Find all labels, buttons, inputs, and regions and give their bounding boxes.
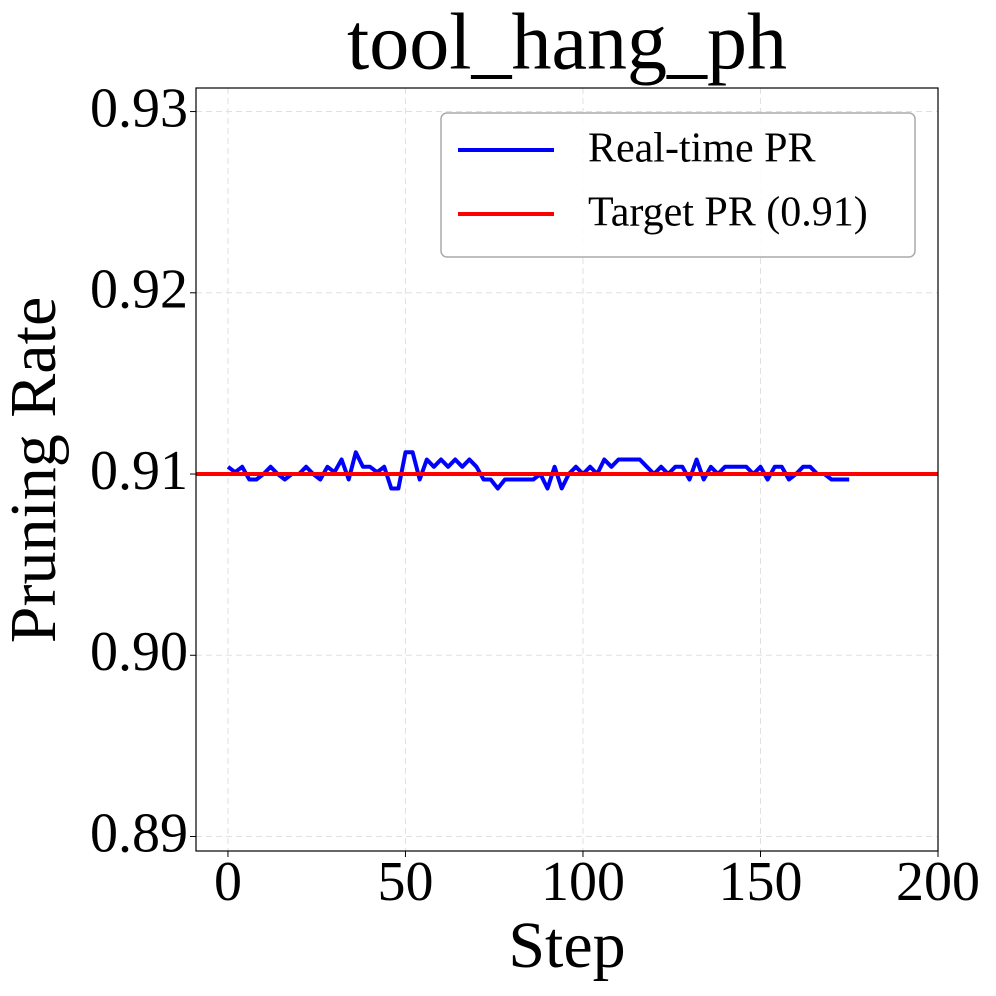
- legend: Real-time PR Target PR (0.91): [440, 112, 916, 258]
- x-axis-label: Step: [508, 909, 625, 982]
- x-tick-label: 150: [718, 851, 802, 913]
- y-tick-label: 0.90: [90, 621, 188, 683]
- legend-label: Real-time PR: [588, 126, 815, 172]
- y-tick-label: 0.89: [90, 802, 188, 864]
- legend-label: Target PR (0.91): [588, 190, 868, 236]
- y-tick-label: 0.91: [90, 440, 188, 502]
- x-tick-label: 100: [541, 851, 625, 913]
- x-tick-label: 200: [896, 851, 980, 913]
- y-tick-label: 0.92: [90, 259, 188, 321]
- x-tick-label: 50: [377, 851, 433, 913]
- plot-frame: [195, 87, 939, 852]
- y-tick-label: 0.93: [90, 77, 188, 139]
- chart-title: tool_hang_ph: [347, 0, 787, 86]
- data-line: [226, 450, 850, 491]
- legend-box: [440, 112, 916, 258]
- y-axis-label: Pruning Rate: [0, 297, 70, 643]
- x-tick-label: 0: [214, 851, 242, 913]
